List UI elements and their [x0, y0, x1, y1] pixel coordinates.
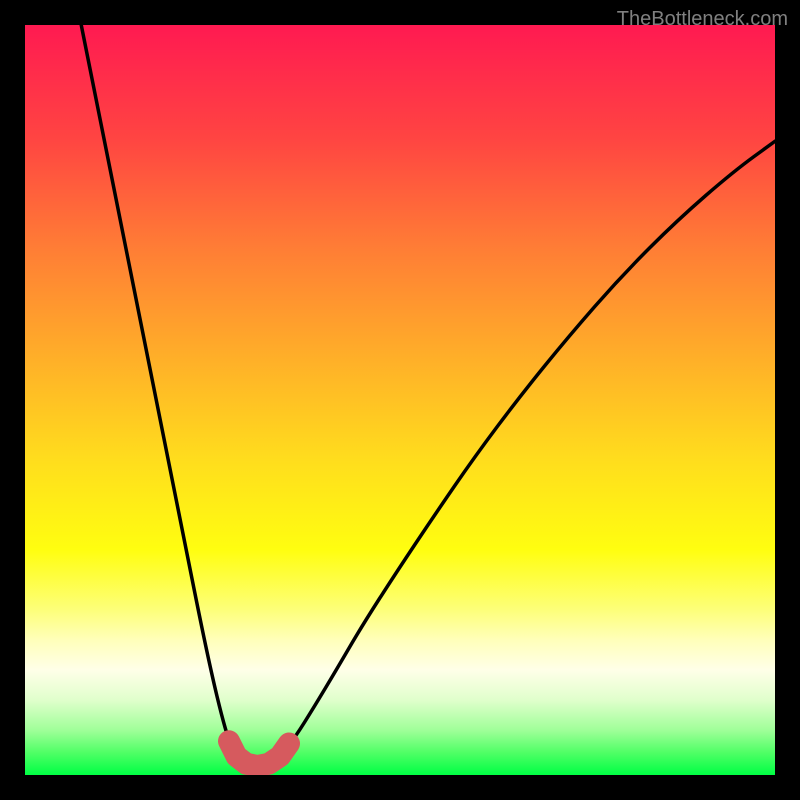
optimal-marker	[25, 25, 775, 775]
bottleneck-chart	[25, 25, 775, 775]
watermark: TheBottleneck.com	[617, 8, 788, 31]
